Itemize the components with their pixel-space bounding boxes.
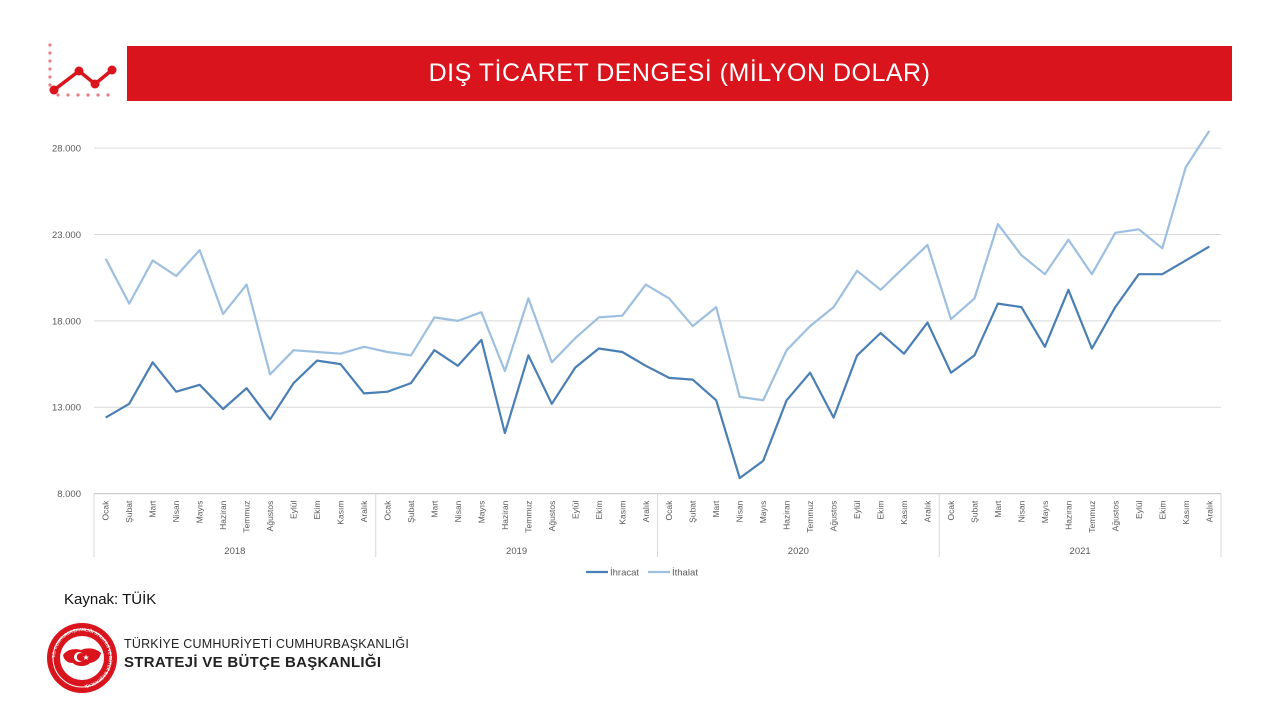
legend-item: İthalat	[648, 568, 698, 579]
y-tick-label: 28.000	[52, 144, 81, 155]
x-tick-label: Nisan	[171, 500, 181, 522]
x-tick-label: Ocak	[664, 500, 674, 521]
x-tick-label: Aralık	[641, 500, 651, 522]
x-tick-label: Kasım	[899, 501, 909, 525]
x-tick-label: Haziran	[1063, 500, 1073, 530]
x-tick-label: Kasım	[617, 501, 627, 525]
x-tick-label: Mart	[993, 500, 1003, 518]
x-tick-label: Temmuz	[523, 501, 533, 533]
x-tick-label: Mart	[711, 500, 721, 518]
y-tick-label: 23.000	[52, 230, 81, 241]
x-tick-label: Temmuz	[805, 501, 815, 533]
year-label: 2019	[506, 546, 527, 557]
year-label: 2020	[788, 546, 809, 557]
series-group	[104, 130, 1211, 402]
x-tick-label: Şubat	[688, 500, 698, 523]
x-tick-label: Ağustos	[829, 501, 839, 532]
x-tick-label: Ağustos	[1110, 501, 1120, 532]
series-line	[104, 130, 1211, 402]
x-tick-label: Kasım	[336, 501, 346, 525]
x-tick-label: Ekim	[594, 501, 604, 520]
x-tick-label: Eylül	[1134, 501, 1144, 520]
x-tick-label: Ağustos	[547, 501, 557, 532]
x-tick-label: Ağustos	[265, 501, 275, 532]
line-chart: 8.000 13.000 18.000 23.000 28.000 Ocak Şubat M…	[52, 130, 1222, 579]
chart-gridlines	[94, 147, 1221, 495]
x-tick-label: Nisan	[453, 500, 463, 522]
x-tick-label: Mart	[429, 500, 439, 518]
sbb-seal-logo: T.C. CUMHURBAŞKANLIĞI STRATEJİ VE BÜTÇE …	[47, 623, 117, 693]
x-tick-label: Aralık	[1204, 500, 1214, 522]
x-tick-label: Aralık	[359, 500, 369, 522]
legend-label: İthalat	[672, 568, 698, 579]
legend-label: İhracat	[610, 568, 639, 579]
x-tick-label: Temmuz	[1087, 501, 1097, 533]
trend-line-icon	[48, 43, 117, 97]
x-tick-label: Şubat	[124, 500, 134, 523]
legend-item: İhracat	[586, 568, 639, 579]
x-tick-label: Haziran	[218, 500, 228, 530]
y-axis-tick-labels: 8.000 13.000 18.000 23.000 28.000	[52, 144, 81, 500]
y-tick-label: 8.000	[57, 489, 81, 500]
organization-name-line1: TÜRKİYE CUMHURİYETİ CUMHURBAŞKANLIĞI	[124, 637, 410, 651]
x-tick-label: Ocak	[946, 500, 956, 521]
x-tick-label: Mayıs	[758, 501, 768, 524]
x-tick-label: Şubat	[969, 500, 979, 523]
year-label: 2018	[224, 546, 245, 557]
x-tick-label: Haziran	[782, 500, 792, 530]
x-tick-label: Eylül	[852, 501, 862, 520]
y-tick-label: 18.000	[52, 316, 81, 327]
y-tick-label: 13.000	[52, 403, 81, 414]
organization-name-line2: STRATEJİ VE BÜTÇE BAŞKANLIĞI	[124, 654, 382, 671]
x-tick-label: Ocak	[382, 500, 392, 521]
x-tick-label: Ekim	[312, 501, 322, 520]
source-note: Kaynak: TÜİK	[64, 591, 157, 608]
x-tick-label: Kasım	[1181, 501, 1191, 525]
x-tick-label: Aralık	[923, 500, 933, 522]
x-tick-label: Haziran	[500, 500, 510, 530]
series-line	[105, 245, 1210, 480]
chart-legend: İhracat İthalat	[586, 568, 698, 579]
x-tick-label: Temmuz	[242, 501, 252, 533]
year-label: 2021	[1070, 546, 1091, 557]
x-tick-label: Mayıs	[195, 501, 205, 524]
x-tick-label: Nisan	[1016, 500, 1026, 522]
x-axis: Ocak Şubat Mart Nisan Mayıs Haziran Temmuz Ağus…	[93, 493, 1222, 557]
x-tick-label: Eylül	[570, 501, 580, 520]
x-tick-label: Ekim	[876, 501, 886, 520]
x-tick-label: Mayıs	[1040, 501, 1050, 524]
x-tick-label: Ocak	[101, 500, 111, 521]
title-bar: DIŞ TİCARET DENGESİ (MİLYON DOLAR)	[127, 46, 1232, 101]
x-tick-label: Şubat	[406, 500, 416, 523]
page-title: DIŞ TİCARET DENGESİ (MİLYON DOLAR)	[428, 59, 931, 87]
x-tick-label: Mart	[148, 500, 158, 518]
series-group	[105, 245, 1210, 480]
x-tick-label: Mayıs	[476, 501, 486, 524]
chart-series	[104, 130, 1211, 480]
x-tick-label: Eylül	[289, 501, 299, 520]
x-tick-label: Ekim	[1157, 501, 1167, 520]
x-tick-label: Nisan	[735, 500, 745, 522]
